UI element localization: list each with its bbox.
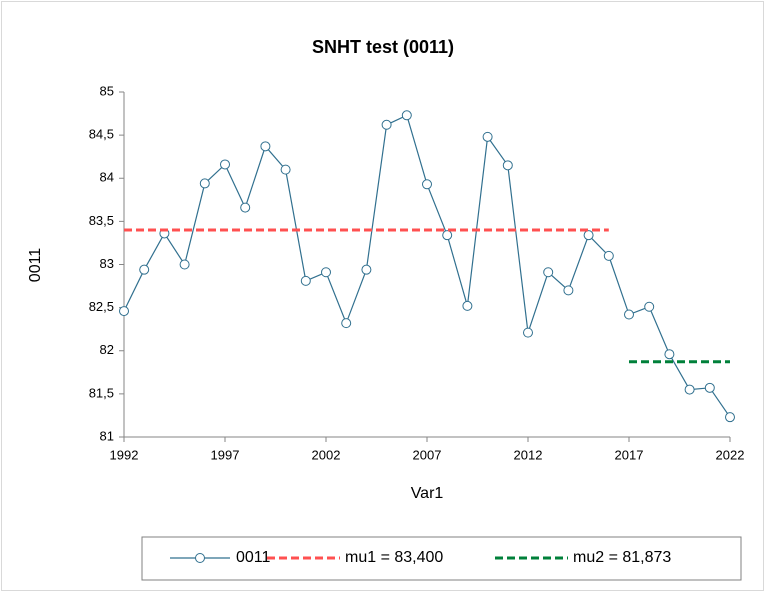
y-tick-label: 83,5: [89, 213, 114, 228]
data-point: [462, 300, 473, 311]
data-point: [401, 110, 412, 121]
data-point: [704, 382, 715, 393]
data-point: [523, 327, 533, 338]
x-tick-label: 1997: [211, 447, 240, 462]
data-point: [442, 230, 453, 241]
data-point: [119, 306, 129, 317]
data-point: [199, 178, 210, 189]
y-tick-label: 83: [100, 256, 114, 271]
data-point: [563, 285, 574, 296]
y-tick-label: 84: [100, 170, 114, 185]
data-point: [725, 412, 735, 423]
data-point: [583, 230, 594, 241]
data-point: [220, 159, 230, 170]
x-tick-label: 2022: [716, 447, 745, 462]
x-tick-label: 2002: [312, 447, 341, 462]
data-point: [664, 349, 675, 360]
data-point: [300, 275, 311, 286]
data-point: [482, 131, 493, 142]
chart-title: SNHT test (0011): [312, 37, 454, 57]
data-point: [280, 164, 291, 175]
data-point: [603, 250, 614, 261]
y-tick-label: 82,5: [89, 299, 114, 314]
data-point: [139, 264, 150, 275]
data-point: [179, 259, 190, 270]
y-tick-label: 85: [100, 83, 114, 98]
data-point: [624, 309, 634, 320]
x-axis-label: Var1: [411, 485, 444, 502]
legend-marker: [195, 553, 205, 563]
data-point: [240, 202, 251, 213]
data-point: [341, 318, 352, 329]
data-point: [260, 141, 271, 152]
data-point: [644, 301, 655, 312]
legend-label: mu1 = 83,400: [345, 549, 443, 566]
x-tick-label: 2007: [413, 447, 442, 462]
data-point: [422, 179, 432, 190]
y-tick-label: 84,5: [89, 127, 114, 142]
data-point: [361, 264, 372, 275]
y-tick-label: 82: [100, 342, 114, 357]
legend-box: [141, 536, 742, 581]
legend-label: mu2 = 81,873: [573, 549, 671, 566]
y-tick-label: 81,5: [89, 385, 114, 400]
y-tick-label: 81: [100, 428, 114, 443]
legend-label: 0011: [236, 549, 271, 566]
y-axis-label: 0011: [27, 248, 44, 283]
data-point: [381, 119, 392, 130]
data-point: [502, 160, 513, 171]
data-point: [684, 384, 695, 395]
data-point: [321, 267, 331, 278]
x-tick-label: 2017: [615, 447, 644, 462]
data-point: [543, 267, 554, 278]
x-tick-label: 1992: [110, 447, 139, 462]
x-tick-label: 2012: [514, 447, 543, 462]
